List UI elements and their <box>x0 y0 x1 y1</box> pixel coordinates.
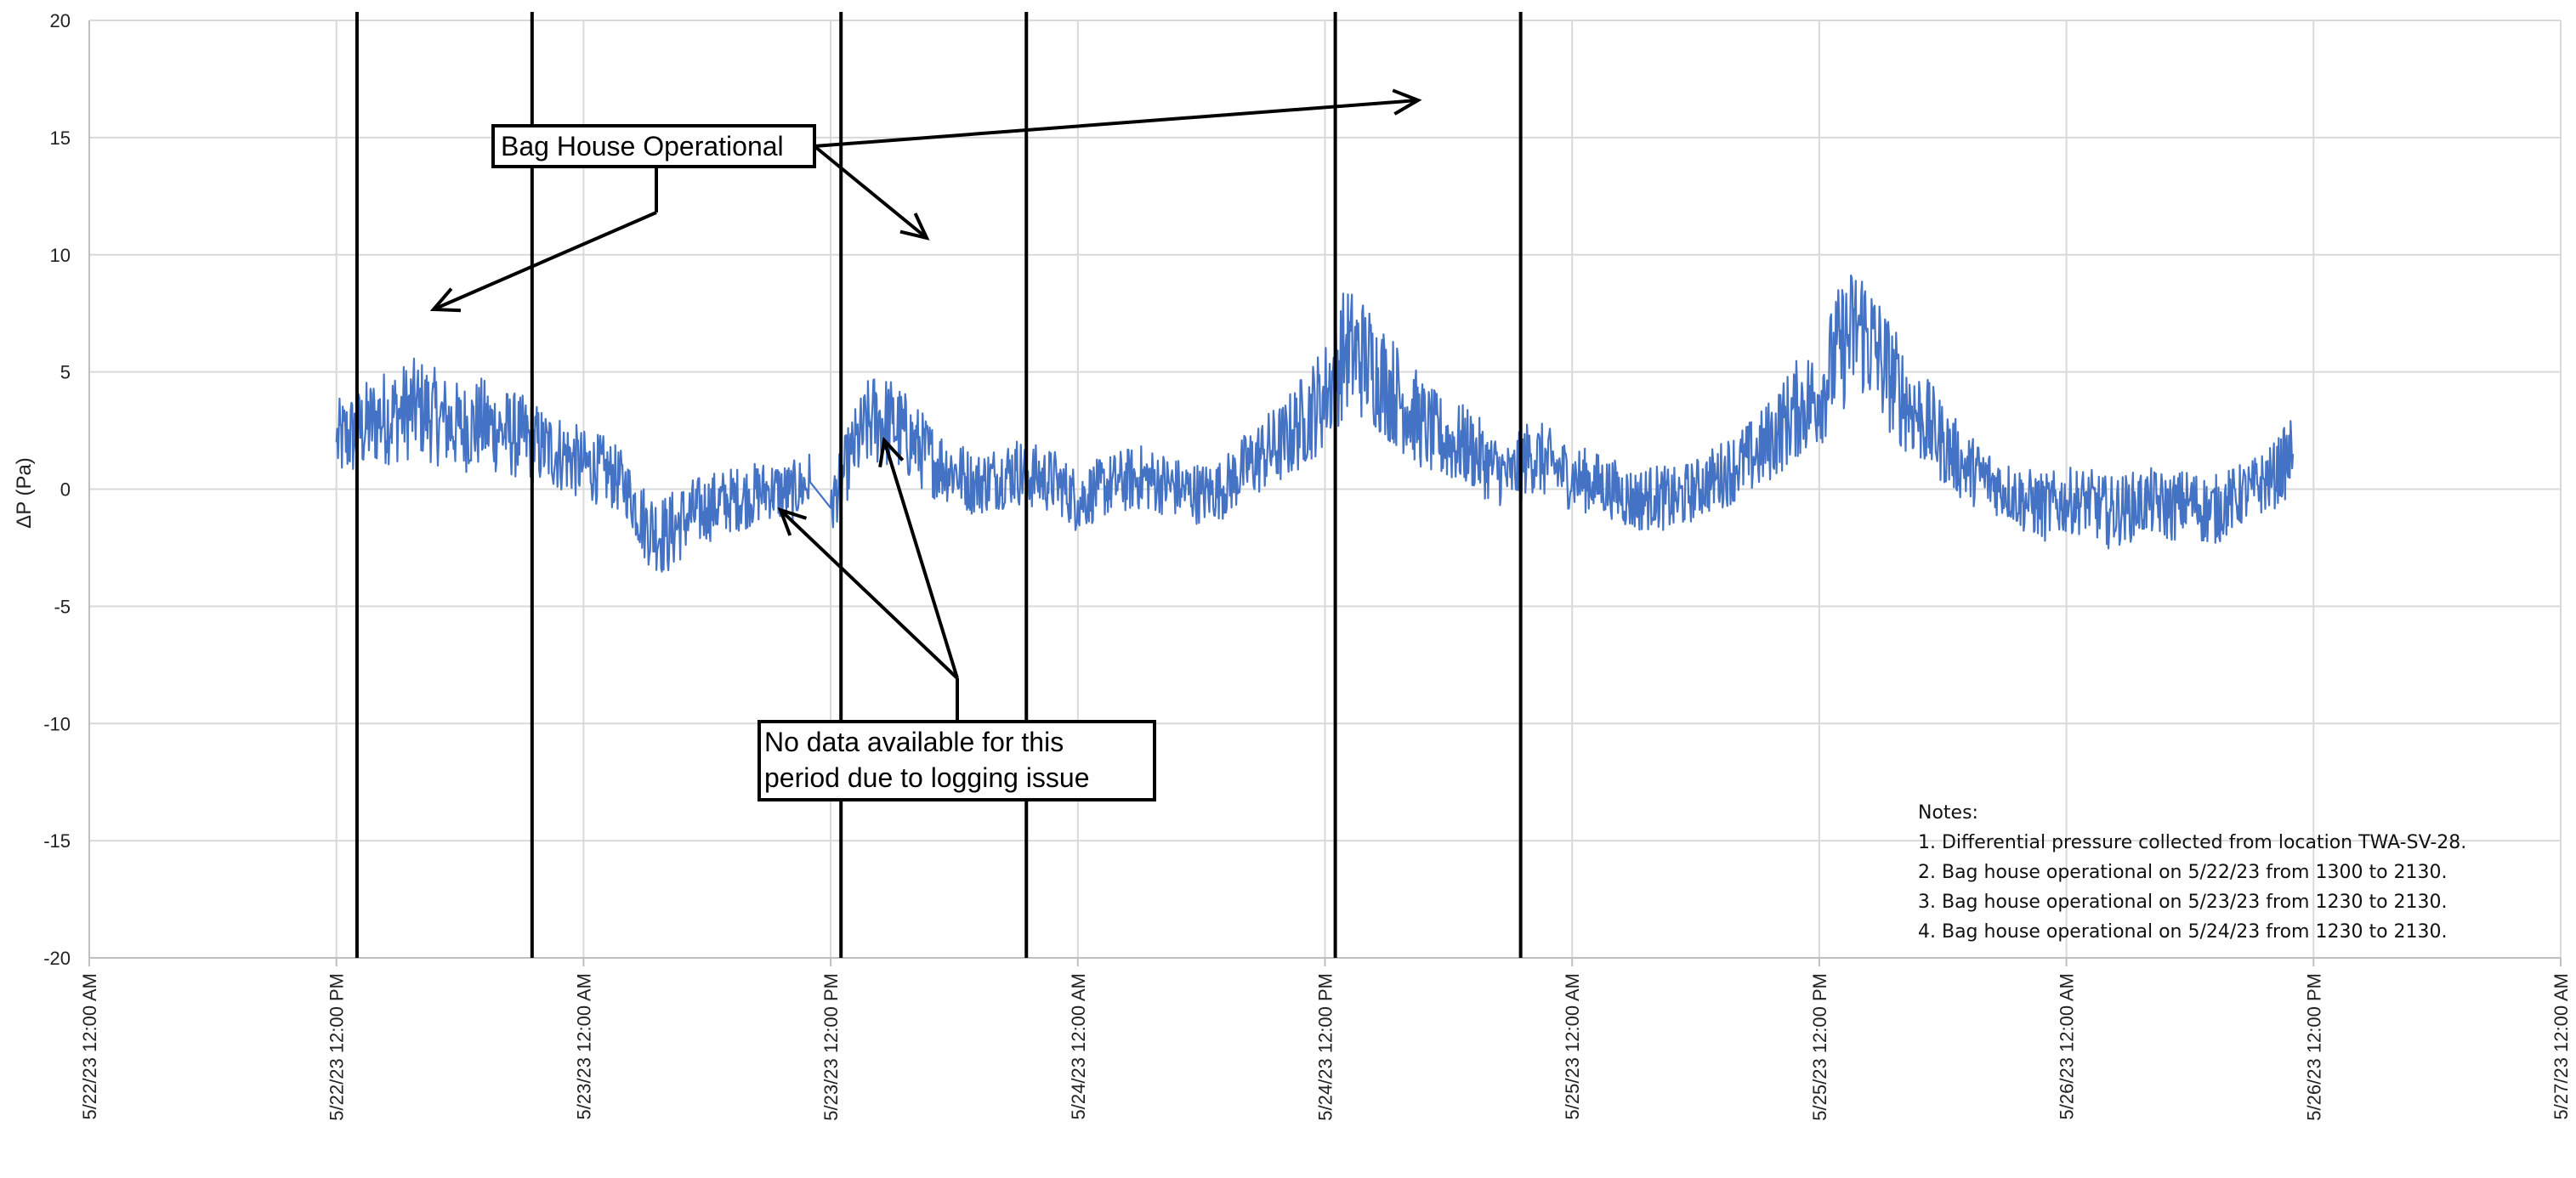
x-tick-label: 5/27/23 12:00 AM <box>2550 973 2572 1119</box>
no-data-arrow-1-head <box>777 507 808 536</box>
y-tick-label: -5 <box>54 596 71 617</box>
x-tick-label: 5/24/23 12:00 AM <box>1068 973 1089 1119</box>
notes-title: Notes: <box>1918 802 1978 824</box>
bag-house-arrow-2-head <box>899 212 930 241</box>
y-tick-label: 20 <box>50 10 71 31</box>
notes-line-3: 3. Bag house operational on 5/23/23 from… <box>1918 892 2448 913</box>
y-tick-label: -20 <box>43 948 71 969</box>
y-tick-label: -15 <box>43 830 71 852</box>
y-tick-label: -10 <box>43 713 71 734</box>
annotation-bag-house: Bag House Operational <box>491 124 816 168</box>
x-tick-label: 5/24/23 12:00 PM <box>1315 973 1336 1121</box>
bag-house-arrow-2 <box>813 144 928 240</box>
x-tick-label: 5/25/23 12:00 PM <box>1809 973 1830 1121</box>
bag-house-arrow-1-head <box>429 287 462 313</box>
y-tick-label: 5 <box>60 362 71 383</box>
notes-line-4: 4. Bag house operational on 5/24/23 from… <box>1918 921 2448 943</box>
no-data-arrow-1 <box>779 508 959 680</box>
annotation-no-data: No data available for this period due to… <box>757 720 1156 801</box>
annotation-arrows <box>429 88 1422 722</box>
series-layer <box>335 275 2295 573</box>
no-data-arrow-2-head <box>878 436 905 467</box>
no-data-arrow-2 <box>882 439 959 679</box>
annotation-no-data-line2: period due to logging issue <box>764 762 1090 793</box>
annotation-bag-house-text: Bag House Operational <box>501 131 784 161</box>
y-tick-label: 10 <box>50 245 71 266</box>
y-tick-label: 0 <box>60 479 71 501</box>
notes-line-1: 1. Differential pressure collected from … <box>1918 832 2466 853</box>
x-tick-label: 5/26/23 12:00 PM <box>2303 973 2324 1121</box>
y-tick-label: 15 <box>50 127 71 149</box>
bag-house-arrow-1 <box>433 211 657 311</box>
notes-block: Notes: 1. Differential pressure collecte… <box>1918 802 2466 943</box>
bag-house-arrow-3-head <box>1392 88 1422 116</box>
axes: 20 15 10 5 0 -5 -10 -15 -20 5/22/23 12:00 AM 5/22/… <box>43 10 2572 1121</box>
y-axis-label: ΔP (Pa) <box>13 457 36 529</box>
gridlines <box>88 20 2562 959</box>
x-tick-label: 5/23/23 12:00 PM <box>820 973 842 1121</box>
x-tick-label: 5/26/23 12:00 AM <box>2057 973 2078 1119</box>
x-tick-label: 5/23/23 12:00 AM <box>573 973 594 1119</box>
notes-line-2: 2. Bag house operational on 5/22/23 from… <box>1918 862 2448 883</box>
bag-house-arrow-3 <box>814 99 1419 148</box>
series-line <box>335 275 2295 573</box>
x-tick-label: 5/22/23 12:00 AM <box>79 973 100 1119</box>
x-tick-label: 5/25/23 12:00 AM <box>1562 973 1583 1119</box>
x-tick-label: 5/22/23 12:00 PM <box>326 973 348 1121</box>
annotation-no-data-line1: No data available for this <box>764 727 1064 757</box>
